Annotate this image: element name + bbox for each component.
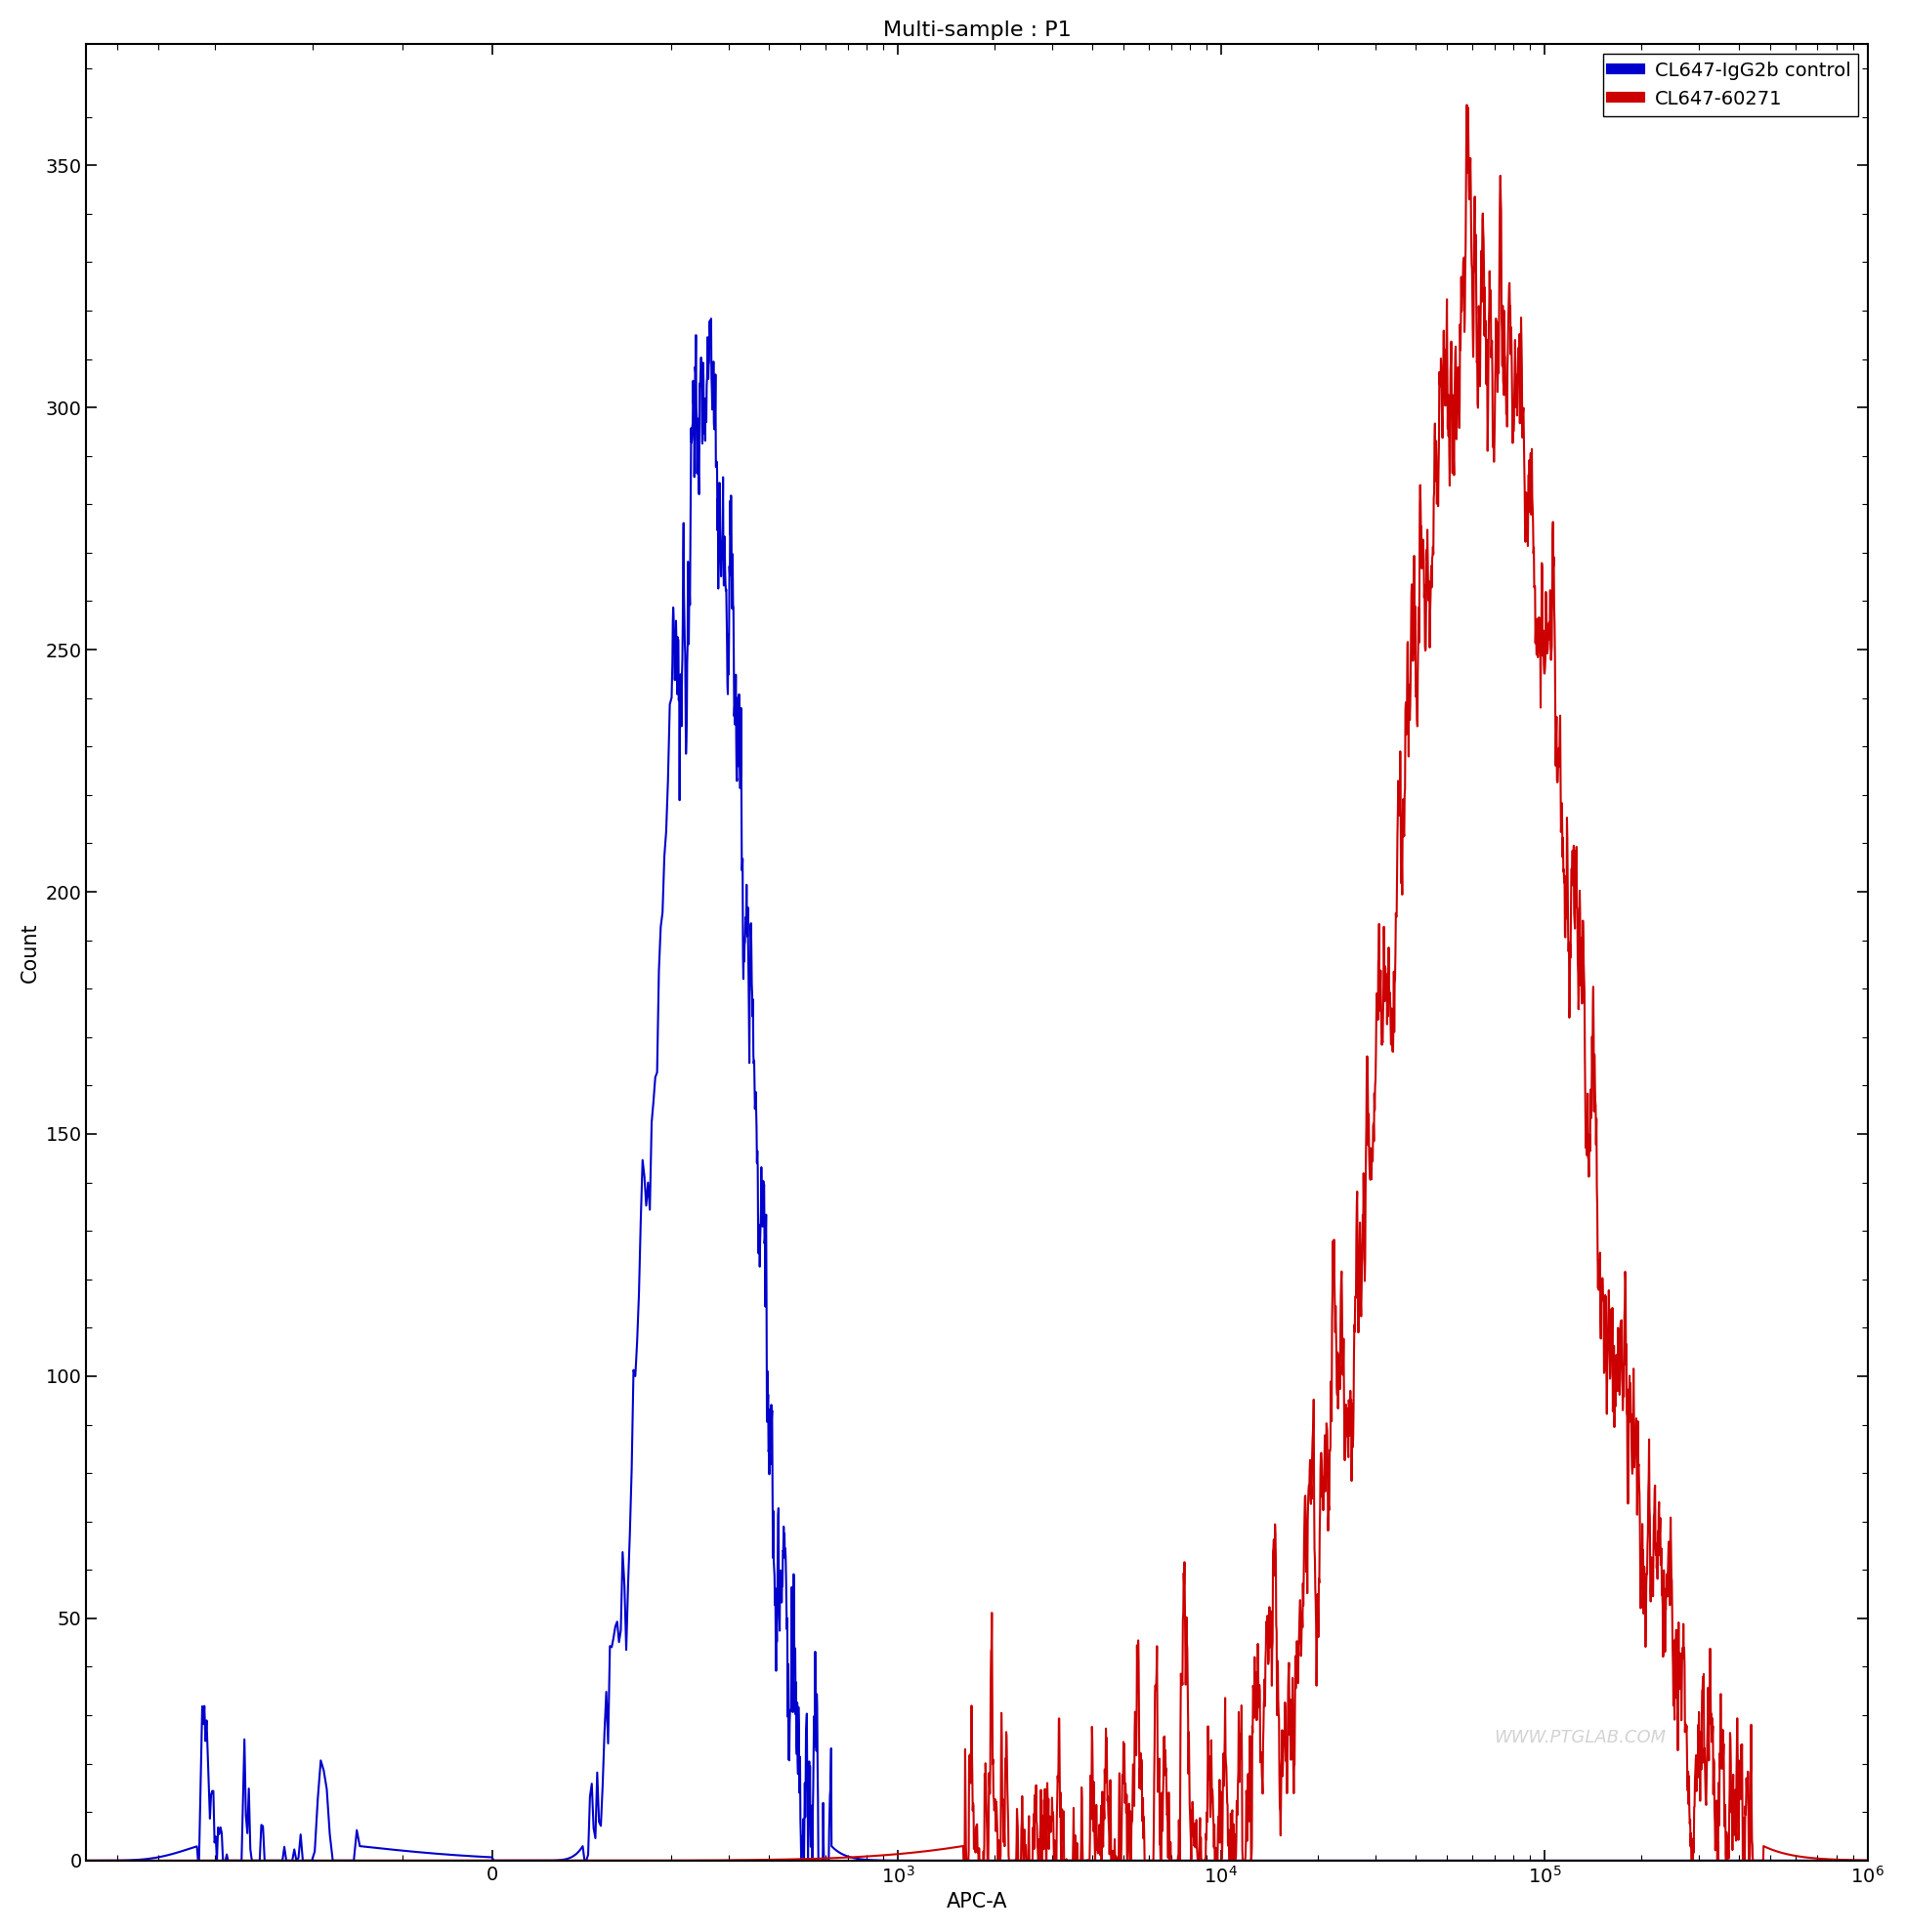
CL647-IgG2b control bbox=[1745, 1849, 1768, 1872]
Legend: CL647-IgG2b control, CL647-60271: CL647-IgG2b control, CL647-60271 bbox=[1604, 54, 1857, 116]
CL647-60271 bbox=[74, 1849, 97, 1872]
X-axis label: APC-A: APC-A bbox=[947, 1891, 1008, 1911]
CL647-IgG2b control bbox=[954, 1849, 977, 1872]
CL647-IgG2b control bbox=[829, 1841, 852, 1864]
CL647-IgG2b control bbox=[187, 1849, 210, 1872]
CL647-60271 bbox=[1665, 1636, 1688, 1660]
Line: CL647-60271: CL647-60271 bbox=[86, 104, 1867, 1861]
CL647-IgG2b control bbox=[699, 307, 722, 330]
CL647-IgG2b control bbox=[1610, 1849, 1633, 1872]
CL647-60271 bbox=[1349, 1291, 1372, 1314]
CL647-60271 bbox=[827, 1847, 850, 1870]
CL647-IgG2b control bbox=[74, 1849, 97, 1872]
CL647-60271 bbox=[1855, 1849, 1878, 1872]
CL647-60271 bbox=[954, 1783, 977, 1806]
CL647-IgG2b control bbox=[1855, 1849, 1878, 1872]
CL647-IgG2b control bbox=[1351, 1849, 1374, 1872]
Line: CL647-IgG2b control: CL647-IgG2b control bbox=[86, 319, 1867, 1861]
CL647-60271 bbox=[1608, 1368, 1631, 1391]
Title: Multi-sample : P1: Multi-sample : P1 bbox=[882, 21, 1071, 41]
Y-axis label: Count: Count bbox=[21, 922, 40, 983]
CL647-IgG2b control bbox=[1665, 1849, 1688, 1872]
CL647-60271 bbox=[1743, 1849, 1766, 1872]
CL647-60271 bbox=[1455, 93, 1478, 116]
Text: WWW.PTGLAB.COM: WWW.PTGLAB.COM bbox=[1494, 1729, 1665, 1747]
